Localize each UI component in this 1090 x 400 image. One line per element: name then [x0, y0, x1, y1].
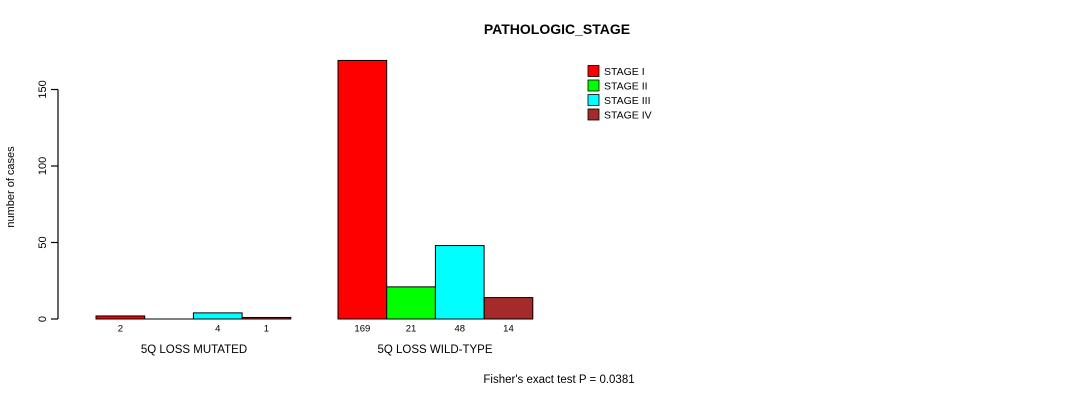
bar-value-labels-layer: 2 169 21 4 48 1 14	[118, 324, 514, 335]
legend: STAGE I STAGE II STAGE III STAGE IV	[587, 65, 652, 122]
bar-value-label-stage-iv-group-0: 1	[264, 324, 269, 335]
bar-stage-i-group-0	[95, 315, 146, 320]
bar-value-label-stage-iii-group-1: 48	[454, 324, 465, 335]
legend-label-stage-iv: STAGE IV	[604, 110, 652, 122]
fisher-test-annotation: Fisher's exact test P = 0.0381	[483, 374, 634, 386]
bar-stage-iii-group-0	[192, 312, 243, 320]
bar-value-label-stage-ii-group-1: 21	[406, 324, 417, 335]
legend-label-stage-ii: STAGE II	[604, 81, 648, 93]
chart-title: PATHOLOGIC_STAGE	[484, 21, 630, 37]
bar-value-label-stage-i-group-1: 169	[354, 324, 370, 335]
bar-stage-iii-group-1	[434, 245, 485, 320]
bar-stage-iv-group-1	[483, 297, 534, 320]
bar-value-label-stage-i-group-0: 2	[118, 324, 123, 335]
y-tick-label-150: 150	[37, 80, 49, 98]
bar-stage-ii-group-1	[386, 286, 436, 320]
y-tick-label-0: 0	[37, 316, 49, 322]
group-label-wild-type: 5Q LOSS WILD-TYPE	[377, 344, 492, 356]
bars-layer	[95, 59, 534, 320]
bar-value-label-stage-iv-group-1: 14	[503, 324, 514, 335]
bar-stage-i-group-1	[337, 59, 388, 320]
y-tick-label-50: 50	[37, 236, 49, 248]
y-tick-label-100: 100	[37, 157, 49, 175]
legend-swatch-stage-ii	[587, 79, 600, 92]
legend-swatch-stage-iii	[587, 94, 600, 106]
y-axis-label: number of cases	[5, 146, 17, 228]
legend-swatch-stage-i	[587, 65, 600, 77]
bar-stage-iv-group-0	[241, 316, 292, 320]
legend-label-stage-iii: STAGE III	[604, 95, 650, 107]
legend-swatch-stage-iv	[587, 108, 600, 121]
legend-label-stage-i: STAGE I	[604, 66, 645, 78]
group-label-mutated: 5Q LOSS MUTATED	[141, 344, 247, 356]
bar-value-label-stage-iii-group-0: 4	[215, 324, 220, 335]
